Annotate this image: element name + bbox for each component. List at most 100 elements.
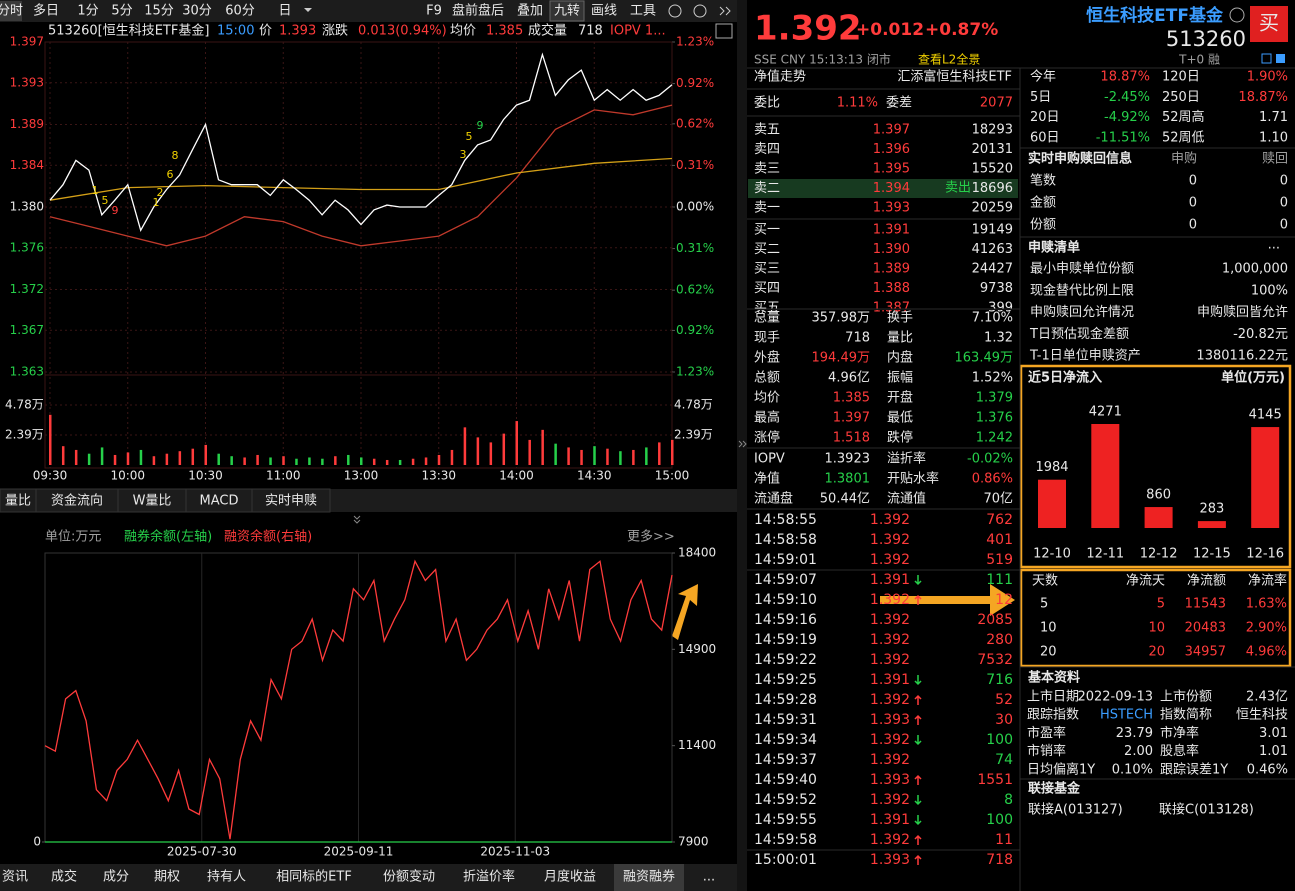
tool-button[interactable]: F9 [426, 4, 442, 19]
dropdown-icon[interactable] [304, 8, 312, 12]
tool-button[interactable]: 画线 [591, 4, 617, 19]
feeder-fund[interactable]: 联接A(013127) [1028, 802, 1123, 818]
bid-level: 买三 [754, 262, 780, 277]
tab-label[interactable]: 资金流向 [51, 493, 103, 509]
volume-bar [437, 454, 441, 465]
tab-label[interactable]: 成交 [51, 869, 77, 885]
volume-bar [347, 454, 350, 465]
perf-value: -4.92% [1104, 110, 1150, 125]
nine-turn-mark: 6 [167, 168, 174, 181]
tab-label[interactable]: 折溢价率 [463, 869, 515, 885]
stat-value: 1.242 [976, 431, 1013, 446]
tab[interactable]: 1分 [77, 4, 98, 19]
indicator-tab-bar [0, 489, 737, 512]
tool-button[interactable]: 盘前盘后 [452, 3, 504, 19]
ask-volume: 15520 [972, 162, 1013, 177]
bid-price: 1.391 [873, 223, 910, 238]
volume-bar [658, 442, 661, 465]
trade-time: 14:59:25 [754, 672, 817, 688]
y2-tick-label: 4.78万 [674, 398, 713, 412]
tab-label[interactable]: 融资融券 [623, 869, 675, 885]
y2-tick-label: 18400 [678, 546, 716, 560]
cell: 0 [1280, 218, 1288, 233]
cell: -20.82元 [1233, 327, 1288, 342]
trade-time: 14:59:07 [754, 572, 817, 588]
tab-selected [0, 1, 22, 21]
tab-label[interactable]: 实时申赎 [265, 494, 317, 509]
x-tick-label: 2025-07-30 [167, 845, 237, 859]
y-tick-label: 1.380 [10, 200, 44, 214]
change: +0.012 [856, 20, 924, 40]
tab[interactable]: 15分 [144, 4, 174, 19]
icon[interactable] [1276, 54, 1285, 63]
wp-icon[interactable] [715, 23, 733, 39]
more-icon[interactable] [719, 6, 731, 16]
tab-label[interactable]: 成分 [103, 870, 129, 885]
ask-level: 卖四 [754, 142, 780, 157]
section-title: 实时申购赎回信息 [1028, 151, 1132, 167]
stat-label: IOPV [754, 452, 785, 467]
more-link[interactable]: 更多>> [627, 529, 675, 545]
feeder-fund[interactable]: 联接C(013128) [1159, 802, 1254, 818]
trade-volume: 11 [995, 832, 1013, 848]
tool-button[interactable]: 工具 [630, 4, 656, 19]
info-icon[interactable] [1229, 7, 1245, 23]
bar [1197, 521, 1226, 528]
order-ratio-label: 委比 [754, 96, 780, 111]
collapse-icon[interactable] [738, 440, 747, 448]
tab[interactable]: 分时 [0, 4, 23, 19]
tab-label[interactable]: 量比 [5, 494, 31, 509]
buy-button-bg[interactable] [1250, 6, 1288, 42]
nine-turn-mark: 1 [92, 184, 99, 197]
tab[interactable]: 多日 [33, 3, 59, 19]
basic-label: 指数简称 [1160, 707, 1212, 723]
tool-button[interactable]: 九转 [554, 4, 580, 19]
volume-bar [489, 442, 493, 465]
tab-label[interactable]: ... [703, 870, 715, 885]
more-link[interactable]: ... [1268, 238, 1280, 253]
row-label: 金额 [1030, 195, 1056, 211]
trade-price: 1.392 [870, 752, 910, 768]
stat-label: 总量 [754, 311, 780, 326]
info-icon[interactable] [693, 4, 707, 18]
tab-label[interactable]: 期权 [154, 869, 180, 885]
tab-label[interactable]: MACD [200, 494, 239, 509]
basic-value: 3.01 [1259, 726, 1288, 741]
volume-bar [554, 443, 557, 465]
y-tick-label: 2.39万 [5, 428, 44, 442]
tab[interactable]: 30分 [182, 4, 212, 19]
nine-turn-mark: 9 [112, 204, 119, 217]
tab[interactable]: 5分 [111, 4, 132, 19]
trade-arrow [914, 795, 922, 806]
l2-link[interactable]: 查看L2全景 [918, 52, 980, 67]
tab[interactable]: 日 [278, 4, 291, 19]
stat-value: 0.86% [972, 472, 1013, 487]
tab-label[interactable]: 份额变动 [383, 869, 435, 885]
tab-label[interactable]: 资讯 [2, 870, 28, 885]
info-text: 价 [259, 24, 272, 39]
expand-icon[interactable] [353, 515, 361, 524]
basic-value: 0.10% [1112, 762, 1153, 777]
data-label: 4145 [1249, 408, 1282, 423]
buy-button[interactable]: 买 [1259, 11, 1279, 35]
tab-label[interactable]: 持有人 [207, 870, 246, 885]
settings-icon[interactable] [668, 4, 682, 18]
y-tick-label: 1.389 [10, 117, 44, 131]
avg-line [49, 157, 673, 201]
icon[interactable] [1261, 53, 1272, 64]
basic-label: 跟踪指数 [1027, 708, 1079, 723]
cell: 100% [1251, 283, 1288, 298]
x-tick-label: 13:00 [344, 469, 379, 483]
tab-label[interactable]: 月度收益 [544, 869, 596, 885]
volume-bar [191, 448, 195, 465]
tab[interactable]: 60分 [225, 4, 255, 19]
column-header: 申购 [1171, 151, 1197, 167]
tab-label[interactable]: 相同标的ETF [276, 869, 352, 885]
tab[interactable] [251, 488, 331, 513]
trade-time: 14:59:37 [754, 752, 817, 768]
trade-price: 1.391 [870, 812, 910, 828]
tool-button[interactable]: 叠加 [517, 4, 543, 19]
trade-time: 14:59:10 [754, 592, 817, 608]
tab-label[interactable]: W量比 [133, 494, 172, 509]
trade-arrow [914, 815, 922, 826]
